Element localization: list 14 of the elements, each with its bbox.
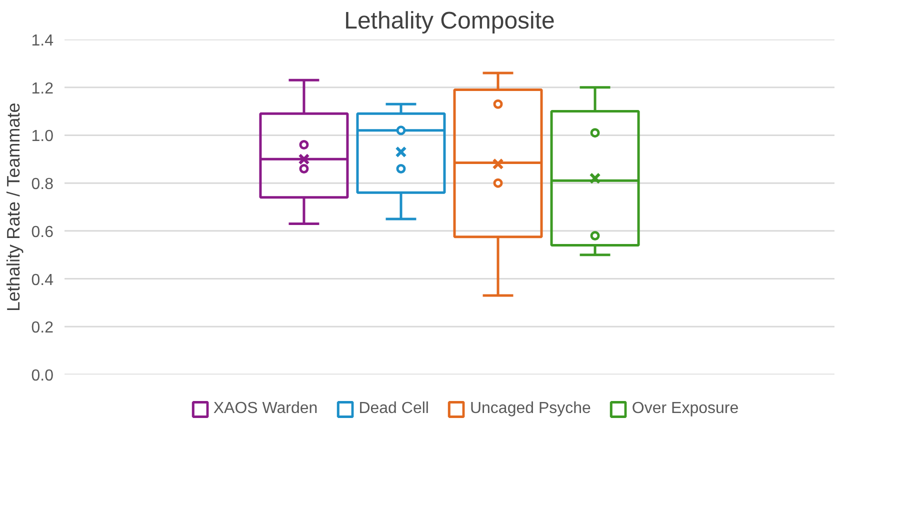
y-tick-label: 0.4 — [31, 272, 54, 289]
legend-label: Uncaged Psyche — [470, 400, 591, 418]
y-tick-label: 0.6 — [31, 224, 54, 241]
y-tick-label: 1.2 — [31, 80, 54, 98]
legend-label: Dead Cell — [358, 400, 429, 418]
y-tick-label: 1.4 — [31, 32, 54, 50]
y-tick-label: 0.0 — [31, 368, 54, 384]
y-tick-label: 0.2 — [31, 320, 54, 337]
y-axis-title: Lethality Rate / Teammate — [3, 102, 24, 312]
y-tick-label: 1.0 — [31, 128, 54, 146]
legend-label: Over Exposure — [632, 400, 739, 418]
legend-label: XAOS Warden — [213, 400, 318, 418]
chart-title: Lethality Composite — [344, 8, 555, 34]
y-tick-label: 0.8 — [31, 176, 54, 194]
